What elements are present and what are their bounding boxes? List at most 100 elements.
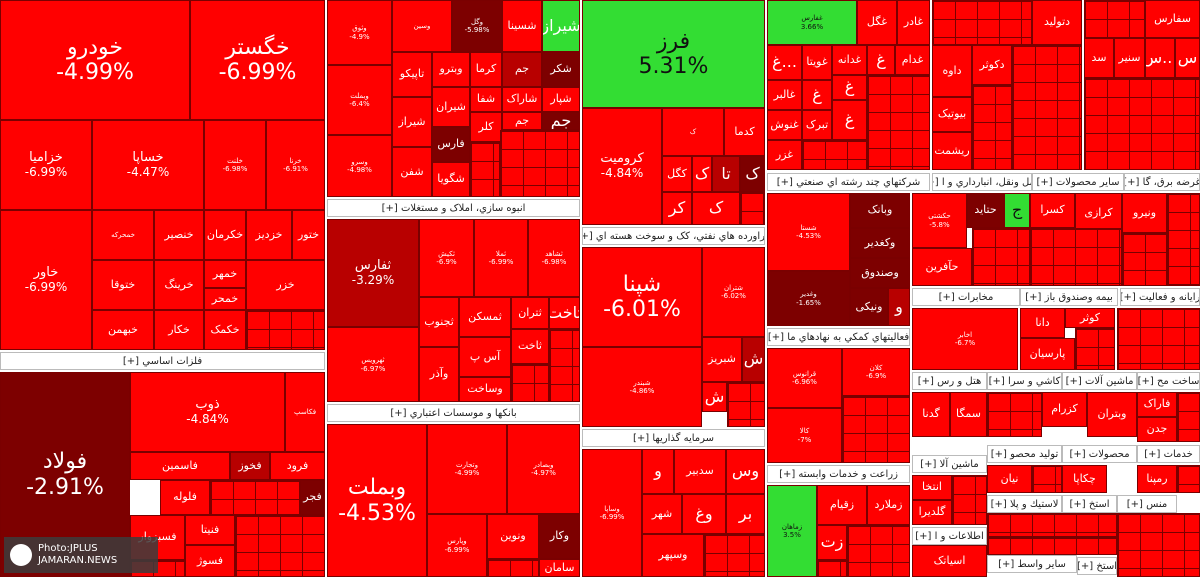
- tile-vasbahr2[interactable]: وس: [726, 449, 765, 494]
- sector-menso[interactable]: منس [+]: [1117, 495, 1177, 513]
- tile-cluster[interactable]: [740, 192, 765, 225]
- sector-nafti[interactable]: فراورده هاي نفتي، کک و سوخت هسته اي [+]: [582, 227, 765, 245]
- tile-kasb[interactable]: کالا -7%: [767, 408, 842, 463]
- tile-fasoz[interactable]: فسوژ: [185, 545, 235, 577]
- tile-khekamak[interactable]: خکمک: [204, 310, 246, 350]
- sector-fealiathaye[interactable]: فعاليتهاي کمکي به نهادهاي ما [+]: [767, 328, 910, 346]
- tile-kalar[interactable]: کلر: [470, 112, 502, 142]
- sector-sayer-mahsoolat[interactable]: ساير محصولات [+]: [1032, 173, 1124, 191]
- tile-cluster[interactable]: [246, 310, 325, 350]
- tile-nian[interactable]: نیان: [987, 465, 1032, 493]
- tile-shetran[interactable]: شتران -6.02%: [702, 247, 765, 337]
- tile-cluster[interactable]: [210, 480, 300, 515]
- tile-hataid[interactable]: حتاید: [967, 193, 1004, 228]
- tile-cluster[interactable]: [842, 396, 910, 463]
- tile-gadira[interactable]: گلدیرا: [912, 500, 952, 525]
- sector-bime[interactable]: بيمه وصندوق باز [+]: [1020, 288, 1118, 306]
- tile-semga[interactable]: سمگا: [950, 392, 987, 437]
- tile-vakar[interactable]: وکار: [539, 514, 580, 559]
- tile-khegostar[interactable]: خگستر -6.99%: [190, 0, 325, 120]
- tile-shegooya[interactable]: شگویا: [432, 162, 470, 197]
- tile-kezram[interactable]: کزرام: [1042, 392, 1087, 427]
- sector-estekh[interactable]: استخ [+]: [1062, 495, 1117, 513]
- tile-cluster[interactable]: [932, 0, 1032, 45]
- tile-ghoyeta[interactable]: غویتا: [802, 45, 832, 80]
- tile-asiak[interactable]: اسیاتک: [912, 545, 987, 577]
- tile-remina[interactable]: رمپنا: [1137, 465, 1177, 493]
- tile-fajr[interactable]: فجر: [300, 480, 325, 515]
- sector-sakht[interactable]: ساخت مح [+]: [1137, 372, 1200, 390]
- tile-vaghadir[interactable]: وغدیر -1.65%: [767, 271, 850, 326]
- sector-mashinalat[interactable]: ماشين آلات [+]: [1062, 372, 1137, 390]
- tile-ghazr[interactable]: غزر: [767, 140, 802, 170]
- tile-khodro[interactable]: خودرو -4.99%: [0, 0, 190, 120]
- tile-faraz[interactable]: فرز 5.31%: [582, 0, 765, 108]
- sector-mokhaberat[interactable]: مخابرات [+]: [912, 288, 1020, 306]
- tile-cluster[interactable]: [1122, 233, 1167, 286]
- tile-jam[interactable]: جم: [502, 52, 542, 87]
- tile-parsian[interactable]: پارسیان: [1020, 338, 1075, 370]
- sector-sarmaye[interactable]: سرمايه گذاريها [+]: [582, 429, 765, 447]
- tile-vasandooq[interactable]: وصندوق: [850, 258, 910, 288]
- sector-haml[interactable]: حمل ونقل، انبارداري و ا [+]: [932, 173, 1032, 191]
- tile-shbt[interactable]: ش: [742, 337, 765, 382]
- tile-vaniki[interactable]: ونیکی: [850, 288, 888, 326]
- tile-zamahan[interactable]: زماهان 3.5%: [767, 485, 817, 577]
- tile-kerazi[interactable]: کرازی: [1075, 193, 1122, 233]
- tile-ghadam[interactable]: غدام: [895, 45, 930, 75]
- tile-dekotar[interactable]: دکوثر: [972, 45, 1012, 85]
- tile-bootik[interactable]: بیوتیک: [932, 97, 972, 132]
- tile-cluster[interactable]: [500, 130, 580, 197]
- tile-seshimi[interactable]: شستا -4.53%: [767, 193, 850, 271]
- sector-anboh[interactable]: انبوه سازي، املاک و مستغلات [+]: [327, 199, 580, 217]
- tile-vaser[interactable]: وسرو -4.98%: [327, 135, 392, 197]
- tile-dalol[interactable]: دتولید: [1032, 0, 1082, 45]
- tile-vasakht[interactable]: وساخت: [459, 377, 511, 402]
- tile-samman[interactable]: سامان: [539, 559, 580, 577]
- tile-cluster[interactable]: [987, 513, 1117, 537]
- sector-banks[interactable]: بانکها و موسسات اعتباري [+]: [327, 404, 580, 422]
- tile-kheringe[interactable]: خرینگ: [154, 260, 204, 310]
- sector-sayer-vasete[interactable]: ساير واسط [+]: [987, 555, 1077, 573]
- tile-sa2[interactable]: س: [1175, 38, 1200, 78]
- tile-vasbahr[interactable]: و: [642, 449, 674, 494]
- sector-hotel[interactable]: هتل و رس [+]: [912, 372, 987, 390]
- sector-mashin-alat2[interactable]: ماشين آلا [+]: [912, 455, 987, 473]
- tile-faloleh[interactable]: فلوله: [160, 480, 210, 515]
- tile-vatam[interactable]: وثوق -4.9%: [327, 0, 392, 65]
- tile-ghadir[interactable]: غادر: [897, 0, 930, 45]
- tile-cluster[interactable]: [1177, 392, 1200, 442]
- tile-kalar2[interactable]: کلان -6.9%: [842, 348, 910, 396]
- tile-tkish[interactable]: ثکیش -6.9%: [419, 219, 474, 297]
- tile-kedma[interactable]: کدما: [724, 108, 765, 156]
- tile-jedan[interactable]: جدن: [1137, 417, 1177, 442]
- tile-cluster[interactable]: [972, 85, 1012, 170]
- tile-fanita[interactable]: فنیتا: [185, 515, 235, 545]
- tile-zagham[interactable]: زقیام: [817, 485, 867, 525]
- tile-cluster[interactable]: [549, 329, 580, 402]
- tile-aasp[interactable]: آس پ: [459, 337, 511, 377]
- tile-ekhtrar[interactable]: اخابر -6.7%: [912, 308, 1018, 370]
- tile-kekenos[interactable]: ک: [662, 108, 724, 156]
- tile-cluster[interactable]: [704, 534, 765, 577]
- tile-cluster[interactable]: [817, 560, 847, 577]
- tile-kerma[interactable]: کرما: [470, 52, 502, 87]
- tile-shahr[interactable]: شهر: [642, 494, 682, 534]
- tile-khemhar[interactable]: خمهر: [204, 260, 246, 288]
- tile-cluster[interactable]: [1075, 328, 1115, 370]
- sector-mahsoolat2[interactable]: محصولات [+]: [1062, 445, 1137, 463]
- sector-tolid[interactable]: توليد محصو [+]: [987, 445, 1062, 463]
- tile-tsafa[interactable]: ثشاهد -6.98%: [528, 219, 580, 297]
- tile-ghazal[interactable]: غالبر: [767, 80, 802, 110]
- tile-kesra[interactable]: کسرا: [1030, 193, 1075, 228]
- tile-vabitro[interactable]: وبترو: [432, 52, 470, 87]
- tile-gh4[interactable]: غ: [832, 100, 867, 140]
- tile-haafrin[interactable]: حآفرین: [912, 248, 972, 286]
- tile-khanser[interactable]: خنصیر: [154, 210, 204, 260]
- sector-felezat[interactable]: فلزات اساسي [+]: [0, 352, 325, 370]
- tile-cluster[interactable]: [1032, 465, 1062, 493]
- tile-cluster[interactable]: [802, 140, 867, 170]
- tile-jampil[interactable]: جم: [502, 112, 542, 130]
- tile-farood[interactable]: فرود: [270, 452, 325, 480]
- tile-fasmin[interactable]: فاسمین: [130, 452, 230, 480]
